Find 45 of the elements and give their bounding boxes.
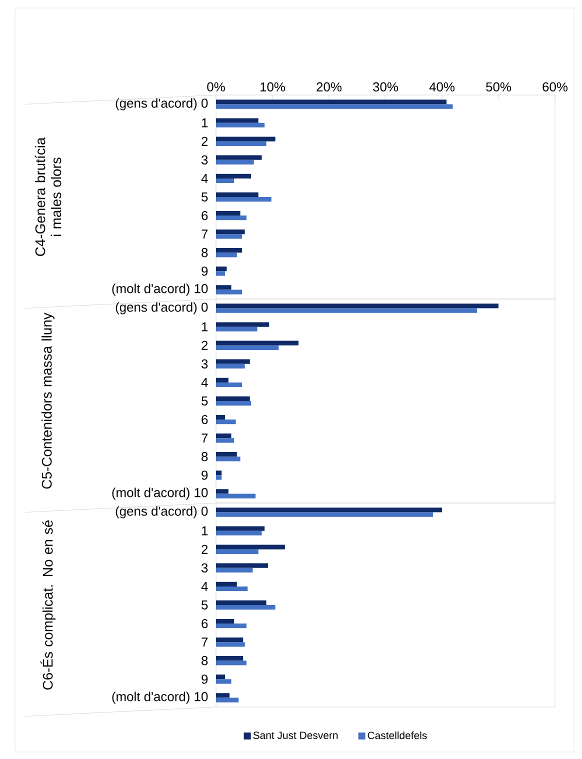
y-tick-label: 3 bbox=[202, 563, 208, 572]
y-tick-label: 4 bbox=[201, 378, 208, 387]
y-tick-label: 8 bbox=[202, 452, 208, 462]
y-axis-title: C4-Genera brutícia i males olors bbox=[34, 137, 62, 256]
y-tick-label: 3 bbox=[202, 155, 208, 164]
y-tick-label: 3 bbox=[202, 359, 208, 368]
y-tick-label: 7 bbox=[202, 434, 208, 443]
y-tick-label: 1 bbox=[202, 526, 208, 536]
y-tick-label: (molt d'acord) 10 bbox=[112, 692, 208, 704]
y-tick-label: 2 bbox=[202, 340, 208, 350]
x-tick-label: 10% bbox=[260, 82, 286, 92]
y-tick-label: 5 bbox=[202, 396, 208, 406]
y-tick-label: 6 bbox=[202, 210, 208, 220]
y-tick-label: (gens d'acord) 0 bbox=[116, 506, 208, 518]
y-axis-title: C6-És complicat. No en sé bbox=[40, 520, 56, 690]
x-tick-label: 40% bbox=[429, 82, 454, 92]
y-tick-label: 7 bbox=[202, 638, 208, 647]
x-tick-label: 30% bbox=[373, 82, 398, 92]
y-tick-label: 9 bbox=[202, 266, 208, 276]
x-tick-label: 60% bbox=[542, 82, 568, 92]
x-tick-label: 20% bbox=[316, 82, 342, 92]
y-tick-label: 9 bbox=[202, 674, 208, 684]
y-tick-label: 8 bbox=[202, 248, 208, 258]
y-tick-label: 7 bbox=[202, 230, 208, 239]
y-tick-label: 5 bbox=[202, 192, 208, 202]
y-tick-label: (gens d'acord) 0 bbox=[116, 302, 208, 314]
y-tick-label: 9 bbox=[202, 470, 208, 480]
y-axis-title: C5-Contenidors massa lluny bbox=[41, 312, 54, 489]
y-tick-label: 4 bbox=[201, 174, 208, 183]
y-tick-label: 2 bbox=[202, 544, 208, 554]
legend-label: Castelldefels bbox=[368, 731, 427, 740]
y-tick-label: 4 bbox=[201, 582, 208, 591]
y-tick-label: (molt d'acord) 10 bbox=[112, 488, 208, 500]
y-tick-label: 1 bbox=[202, 322, 208, 332]
x-tick-label: 0% bbox=[207, 82, 225, 92]
y-tick-label: 2 bbox=[202, 136, 208, 146]
x-tick-label: 50% bbox=[486, 82, 511, 92]
legend-label: Sant Just Desvern bbox=[253, 732, 338, 740]
y-tick-label: 1 bbox=[202, 118, 208, 128]
y-tick-label: 6 bbox=[202, 414, 208, 424]
y-tick-label: (molt d'acord) 10 bbox=[112, 284, 208, 296]
y-tick-label: (gens d'acord) 0 bbox=[116, 98, 208, 110]
y-tick-label: 8 bbox=[202, 656, 208, 666]
y-tick-label: 5 bbox=[202, 600, 208, 610]
y-tick-label: 6 bbox=[202, 618, 208, 628]
